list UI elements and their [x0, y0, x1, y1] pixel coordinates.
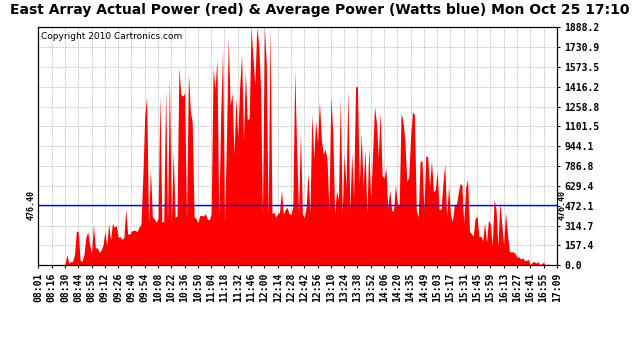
- Text: 476.40: 476.40: [27, 190, 36, 220]
- Text: 476.40: 476.40: [558, 190, 567, 220]
- Text: Copyright 2010 Cartronics.com: Copyright 2010 Cartronics.com: [41, 32, 182, 41]
- Text: East Array Actual Power (red) & Average Power (Watts blue) Mon Oct 25 17:10: East Array Actual Power (red) & Average …: [10, 3, 630, 17]
